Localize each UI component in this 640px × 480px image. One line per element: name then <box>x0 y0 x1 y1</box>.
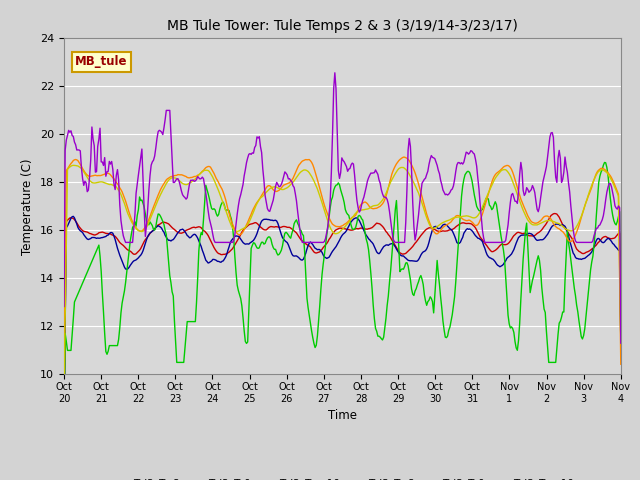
Title: MB Tule Tower: Tule Temps 2 & 3 (3/19/14-3/23/17): MB Tule Tower: Tule Temps 2 & 3 (3/19/14… <box>167 19 518 33</box>
X-axis label: Time: Time <box>328 409 357 422</box>
Legend: Tul2_Ts-8, Tul2_Ts0, Tul2_Tw+10, Tul3_Ts-8, Tul3_Ts0, Tul3_Tw+10: Tul2_Ts-8, Tul2_Ts0, Tul2_Tw+10, Tul3_Ts… <box>106 474 579 480</box>
Text: MB_tule: MB_tule <box>75 55 127 68</box>
Y-axis label: Temperature (C): Temperature (C) <box>22 158 35 255</box>
